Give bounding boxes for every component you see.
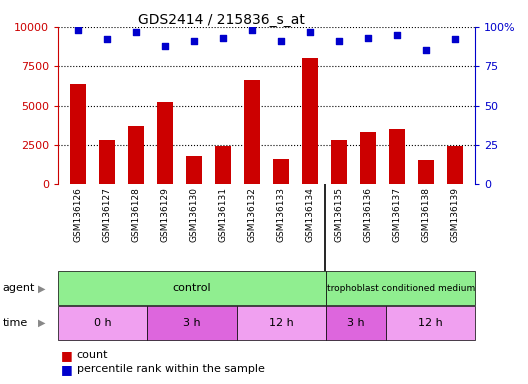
Bar bbox=[157, 103, 173, 184]
Point bbox=[74, 27, 82, 33]
Bar bbox=[147, 306, 237, 340]
Bar bbox=[326, 306, 386, 340]
Text: ■: ■ bbox=[61, 363, 72, 376]
Bar bbox=[244, 80, 260, 184]
Text: GSM136137: GSM136137 bbox=[392, 187, 401, 242]
Text: GSM136126: GSM136126 bbox=[74, 187, 83, 242]
Bar bbox=[215, 146, 231, 184]
Text: 12 h: 12 h bbox=[418, 318, 443, 328]
Point bbox=[335, 38, 343, 44]
Text: GSM136139: GSM136139 bbox=[450, 187, 459, 242]
Bar bbox=[186, 156, 202, 184]
Text: GSM136133: GSM136133 bbox=[277, 187, 286, 242]
Text: 12 h: 12 h bbox=[269, 318, 294, 328]
Text: GSM136136: GSM136136 bbox=[363, 187, 373, 242]
Bar bbox=[386, 306, 475, 340]
Text: 0 h: 0 h bbox=[94, 318, 111, 328]
Bar bbox=[70, 84, 86, 184]
Bar bbox=[302, 58, 318, 184]
Text: GSM136131: GSM136131 bbox=[219, 187, 228, 242]
Bar bbox=[418, 160, 434, 184]
Text: agent: agent bbox=[3, 283, 35, 293]
Text: GSM136134: GSM136134 bbox=[306, 187, 315, 242]
Text: GSM136128: GSM136128 bbox=[132, 187, 141, 242]
Point bbox=[219, 35, 228, 41]
Bar bbox=[360, 132, 376, 184]
Point bbox=[451, 36, 459, 43]
Point bbox=[103, 36, 111, 43]
Point bbox=[393, 31, 401, 38]
Bar bbox=[273, 159, 289, 184]
Text: GSM136127: GSM136127 bbox=[103, 187, 112, 242]
Text: GSM136138: GSM136138 bbox=[421, 187, 430, 242]
Bar bbox=[237, 306, 326, 340]
Text: GDS2414 / 215836_s_at: GDS2414 / 215836_s_at bbox=[138, 13, 305, 27]
Text: ■: ■ bbox=[61, 349, 72, 362]
Point bbox=[364, 35, 372, 41]
Text: GSM136132: GSM136132 bbox=[248, 187, 257, 242]
Text: ▶: ▶ bbox=[38, 283, 45, 293]
Text: GSM136130: GSM136130 bbox=[190, 187, 199, 242]
Text: ▶: ▶ bbox=[38, 318, 45, 328]
Text: GSM136135: GSM136135 bbox=[335, 187, 344, 242]
Point bbox=[306, 28, 314, 35]
Text: trophoblast conditioned medium: trophoblast conditioned medium bbox=[327, 284, 475, 293]
Text: 3 h: 3 h bbox=[183, 318, 201, 328]
Point bbox=[277, 38, 285, 44]
Bar bbox=[447, 146, 463, 184]
Text: 3 h: 3 h bbox=[347, 318, 365, 328]
Point bbox=[161, 43, 169, 49]
Bar bbox=[58, 306, 147, 340]
Text: GSM136129: GSM136129 bbox=[161, 187, 170, 242]
Bar bbox=[326, 271, 475, 305]
Point bbox=[422, 47, 430, 53]
Bar bbox=[331, 140, 347, 184]
Text: control: control bbox=[173, 283, 212, 293]
Text: count: count bbox=[77, 350, 108, 360]
Text: percentile rank within the sample: percentile rank within the sample bbox=[77, 364, 265, 374]
Point bbox=[132, 28, 140, 35]
Bar bbox=[58, 271, 326, 305]
Point bbox=[248, 27, 257, 33]
Text: time: time bbox=[3, 318, 28, 328]
Bar bbox=[389, 129, 405, 184]
Bar bbox=[128, 126, 144, 184]
Bar bbox=[99, 140, 115, 184]
Point bbox=[190, 38, 199, 44]
